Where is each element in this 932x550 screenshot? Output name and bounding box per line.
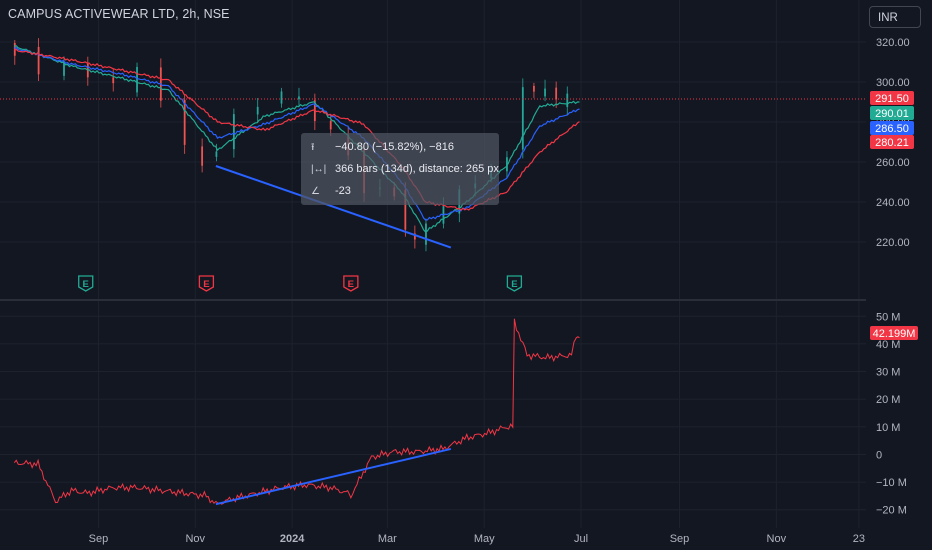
bars-range-icon: |↔| [311, 164, 327, 175]
candle-body [63, 62, 65, 76]
x-tick-label: Nov [767, 533, 787, 545]
angle-icon: ∠ [311, 186, 320, 197]
earnings-event-label: E [348, 279, 354, 290]
earnings-event-icon [78, 275, 94, 292]
price-tick-label: 260.00 [876, 157, 910, 169]
tooltip-price-row: ⭱ −40.80 (−15.82%), −816 [311, 139, 454, 155]
price-tick-label: 220.00 [876, 237, 910, 249]
candle-body [201, 146, 204, 166]
volume-last-label: 42.199M [873, 328, 916, 340]
price-label: 286.50 [875, 123, 909, 135]
price-label-bg [870, 135, 914, 149]
tooltip-angle: -23 [335, 185, 351, 197]
candle-body [425, 223, 427, 245]
x-tick-label: Nov [185, 533, 205, 545]
candle-body [298, 96, 300, 100]
candle-body [544, 88, 546, 97]
candle-body [506, 157, 508, 172]
candle-body [232, 114, 235, 150]
volume-tick-label: 0 [876, 449, 882, 461]
earnings-event-icon [198, 275, 215, 292]
x-tick-label: Mar [378, 533, 397, 545]
currency-button[interactable]: INR [869, 6, 921, 28]
price-label-bg [870, 121, 914, 135]
x-tick-label: Sep [670, 533, 690, 545]
volume-tick-label: 20 M [876, 394, 900, 406]
candle-body [256, 106, 259, 115]
volume-tick-label: −10 M [876, 477, 907, 489]
volume-tick-label: 30 M [876, 367, 900, 379]
price-tick-label: 320.00 [876, 37, 910, 49]
price-tick-label: 300.00 [876, 77, 910, 89]
candle-body [280, 91, 283, 104]
candle-body [136, 66, 138, 93]
price-range-icon: ⭱ [311, 142, 315, 153]
candle-body [329, 121, 332, 130]
x-tick-label: Sep [89, 533, 109, 545]
x-tick-label: 23 [853, 533, 865, 545]
chart-title: CAMPUS ACTIVEWEAR LTD, 2h, NSE [8, 7, 230, 21]
price-label: 291.50 [875, 93, 909, 105]
candle-body [183, 99, 186, 145]
price-label-bg [870, 91, 914, 105]
earnings-event-label: E [511, 279, 517, 290]
price-tick-label: 240.00 [876, 197, 910, 209]
candle-body [112, 77, 115, 84]
candle-body [413, 233, 416, 240]
measure-tooltip: ⭱ −40.80 (−15.82%), −816 |↔| 366 bars (134… [301, 133, 499, 205]
price-label-bg [870, 106, 914, 120]
candle-body [555, 87, 558, 100]
candle-body [566, 93, 569, 107]
candle-body [215, 151, 218, 157]
price-label: 290.01 [875, 108, 909, 120]
candle-body [533, 85, 535, 92]
candle-body [404, 189, 407, 230]
price-trendline [215, 165, 452, 249]
earnings-event-icon [506, 275, 523, 292]
volume-line [13, 318, 580, 505]
tooltip-angle-row: ∠ -23 [311, 183, 351, 199]
volume-tick-label: 50 M [876, 311, 900, 323]
volume-tick-label: 10 M [876, 422, 900, 434]
volume-tick-label: 40 M [876, 339, 900, 351]
earnings-event-label: E [203, 279, 209, 290]
volume-trendline [215, 447, 452, 506]
volume-tick-label: −20 M [876, 505, 907, 517]
x-tick-label: Jul [574, 533, 588, 545]
tooltip-bars-distance: 366 bars (134d), distance: 265 px [335, 163, 499, 175]
tooltip-price-change: −40.80 (−15.82%), −816 [335, 141, 454, 153]
volume-label-bg [870, 326, 918, 340]
earnings-event-icon [343, 275, 359, 292]
x-tick-label: 2024 [280, 533, 305, 545]
tooltip-bars-row: |↔| 366 bars (134d), distance: 265 px [311, 161, 499, 177]
price-label: 280.21 [875, 137, 909, 149]
candle-body [521, 87, 524, 150]
x-tick-label: May [474, 533, 495, 545]
candle-body [37, 46, 40, 75]
earnings-event-label: E [83, 279, 89, 290]
candle-body [86, 63, 89, 78]
